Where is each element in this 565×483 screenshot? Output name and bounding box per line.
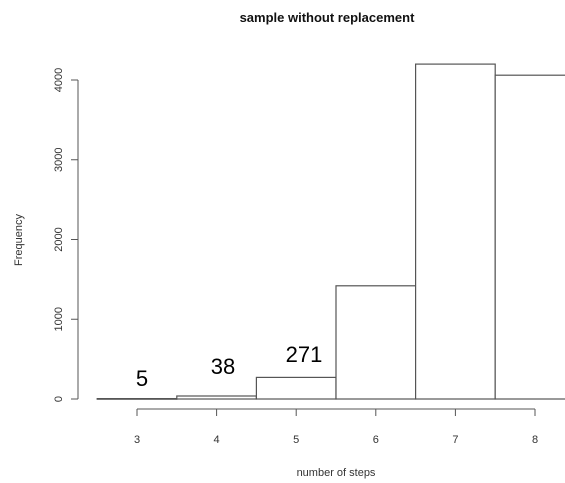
x-ticks-group: 3 4 5 6 7 8	[134, 409, 538, 446]
bars-group	[96, 63, 565, 400]
bar-6	[335, 285, 417, 400]
x-tick-label-6: 6	[373, 434, 379, 446]
x-axis-label: number of steps	[297, 467, 376, 479]
bar-3	[96, 398, 178, 400]
x-tick-label-5: 5	[293, 434, 299, 446]
y-tick-label-4000: 4000	[53, 68, 65, 92]
annotation-38: 38	[211, 354, 235, 379]
x-tick-label-8: 8	[532, 434, 538, 446]
bar-5	[255, 376, 337, 400]
chart-title: sample without replacement	[240, 10, 415, 25]
annotation-5: 5	[136, 366, 148, 391]
y-ticks-group: 0 1000 2000 3000 4000	[53, 68, 78, 402]
y-tick-label-3000: 3000	[53, 148, 65, 172]
y-axis-label: Frequency	[13, 214, 25, 266]
y-tick-label-0: 0	[53, 396, 65, 402]
bar-8	[494, 74, 565, 400]
annotation-271: 271	[286, 342, 323, 367]
x-tick-label-4: 4	[214, 434, 220, 446]
x-tick-label-3: 3	[134, 434, 140, 446]
y-tick-label-1000: 1000	[53, 307, 65, 331]
x-tick-label-7: 7	[452, 434, 458, 446]
bar-4	[176, 395, 258, 400]
bar-7	[415, 63, 496, 400]
y-tick-label-2000: 2000	[53, 227, 65, 251]
